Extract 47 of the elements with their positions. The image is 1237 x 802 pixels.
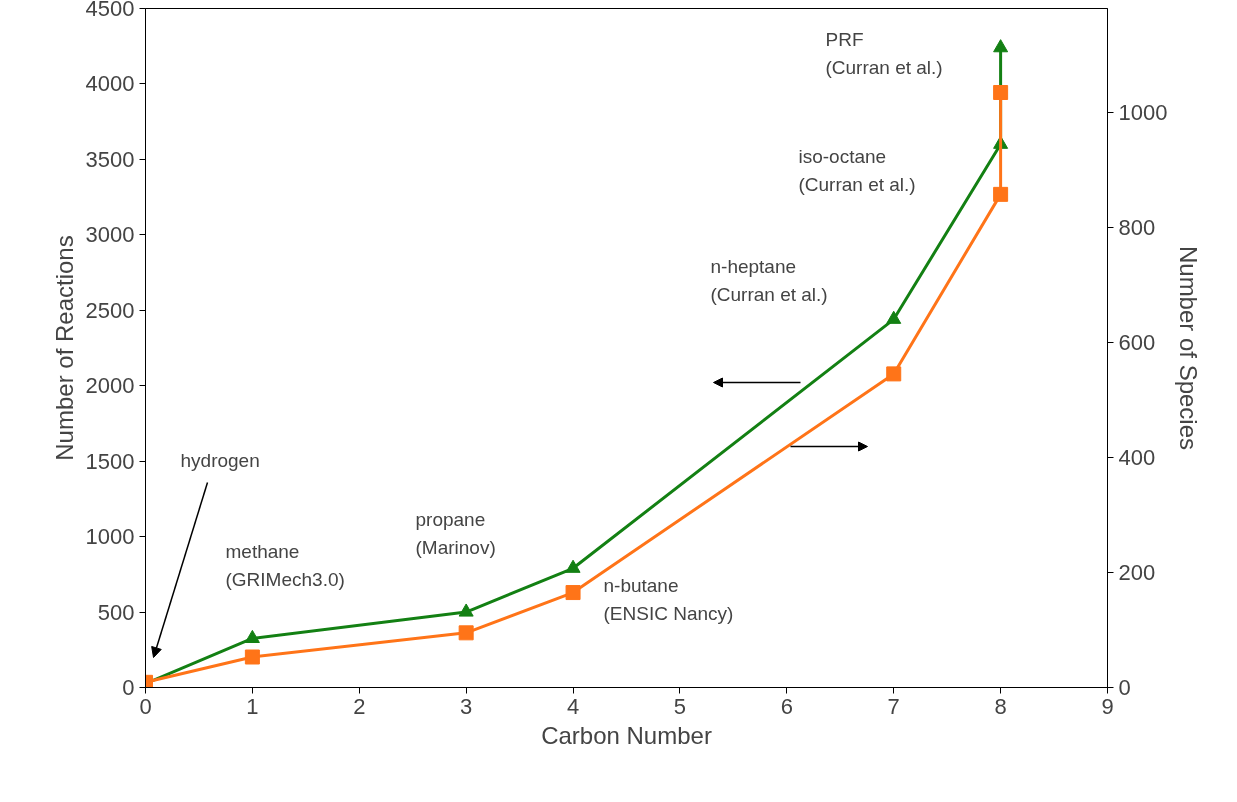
y-tick-label: 4000 xyxy=(85,71,135,97)
y-tick-label: 2500 xyxy=(85,297,135,323)
annotation: PRF (Curran et al.) xyxy=(825,28,943,78)
annotation: n-butane (ENSIC Nancy) xyxy=(603,574,734,624)
point xyxy=(244,629,260,643)
point xyxy=(886,366,902,382)
x-tick-label: 3 xyxy=(460,693,473,719)
y2-tick-label: 0 xyxy=(1118,675,1131,700)
point xyxy=(993,186,1009,202)
y2-axis-title: Number of Species xyxy=(1175,245,1203,451)
y2-tick-label: 400 xyxy=(1118,444,1156,470)
x-axis-title: Carbon Number xyxy=(541,721,712,749)
x-tick-label: 6 xyxy=(780,693,793,719)
annotation: n-heptane (Curran et al.) xyxy=(710,255,828,305)
x-tick-label: 0 xyxy=(139,693,152,719)
point xyxy=(458,625,474,641)
annotation: iso-octane (Curran et al.) xyxy=(798,145,916,195)
x-tick-label: 4 xyxy=(566,693,580,719)
x-tick-label: 7 xyxy=(887,693,900,719)
y-tick-label: 3000 xyxy=(85,222,135,248)
annotation: methane (GRIMech3.0) xyxy=(225,540,345,590)
point xyxy=(565,559,581,573)
point xyxy=(993,39,1009,53)
x-tick-label: 9 xyxy=(1101,693,1114,719)
y2-tick-label: 600 xyxy=(1118,329,1156,355)
point xyxy=(458,603,474,617)
annotation: propane (Marinov) xyxy=(415,508,496,558)
y-tick-label: 0 xyxy=(122,675,135,700)
y2-tick-label: 800 xyxy=(1118,214,1156,240)
x-tick-label: 8 xyxy=(994,693,1007,719)
y-tick-label: 1500 xyxy=(85,448,135,474)
point xyxy=(886,310,902,324)
x-tick-label: 5 xyxy=(673,693,687,719)
point xyxy=(565,585,581,601)
annotation: hydrogen xyxy=(180,450,260,471)
y-tick-label: 4500 xyxy=(85,0,135,21)
x-tick-label: 2 xyxy=(353,693,366,719)
y2-tick-label: 200 xyxy=(1118,559,1156,585)
y2-tick-label: 1000 xyxy=(1118,99,1168,125)
point xyxy=(993,85,1009,101)
y-tick-label: 2000 xyxy=(85,373,135,399)
y-axis-title: Number of Reactions xyxy=(50,235,78,461)
y-tick-label: 1000 xyxy=(85,524,135,550)
x-tick-label: 1 xyxy=(246,693,259,719)
point xyxy=(244,649,260,665)
y-tick-label: 3500 xyxy=(85,146,135,172)
y-tick-label: 500 xyxy=(97,599,135,625)
